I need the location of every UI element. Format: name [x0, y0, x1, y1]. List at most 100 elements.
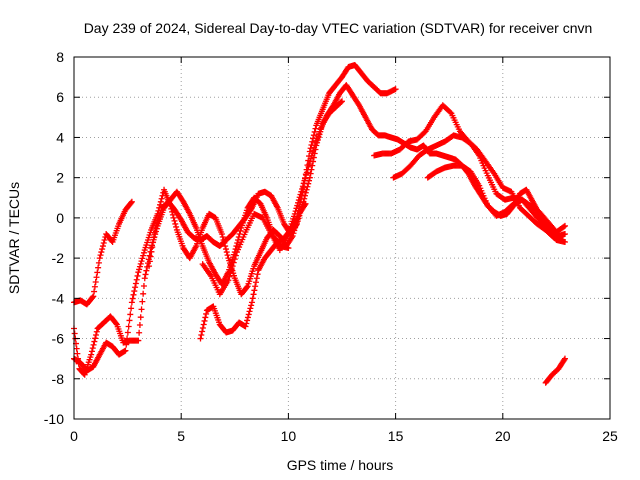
data-point: [94, 269, 101, 276]
data-point: [297, 207, 304, 214]
x-tick-label: 0: [70, 428, 78, 444]
data-point: [150, 239, 157, 246]
data-point: [244, 314, 251, 321]
data-point: [561, 230, 568, 237]
data-point: [96, 255, 103, 262]
data-point: [299, 185, 306, 192]
data-point: [317, 128, 324, 135]
data-point: [127, 311, 134, 318]
y-tick-label: -10: [44, 411, 64, 427]
data-point: [203, 310, 210, 317]
data-point: [302, 192, 309, 199]
data-point: [98, 249, 105, 256]
data-point: [299, 201, 306, 208]
axis-ticks: 0 5 10 15 20 25 -10 -8 -6 -4 -2 0 2 4 6 8: [44, 49, 618, 444]
data-point: [244, 317, 251, 324]
data-point: [294, 218, 301, 225]
data-point: [231, 256, 238, 263]
data-point: [169, 211, 176, 218]
data-point: [242, 323, 249, 330]
data-point: [199, 328, 206, 335]
data-point: [92, 278, 99, 285]
data-point: [318, 123, 325, 130]
data-point: [101, 237, 108, 244]
data-point: [226, 273, 233, 280]
data-point: [296, 194, 303, 201]
data-point: [248, 302, 255, 309]
data-point: [142, 271, 149, 278]
data-point: [297, 209, 304, 216]
data-point: [560, 223, 567, 230]
data-point: [140, 252, 147, 259]
data-point: [122, 347, 129, 354]
data-point: [88, 348, 95, 355]
data-point: [392, 86, 399, 93]
y-tick-label: -4: [52, 290, 65, 306]
data-point: [140, 283, 147, 290]
x-tick-label: 15: [388, 428, 404, 444]
data-point: [316, 131, 323, 138]
data-point: [305, 180, 312, 187]
data-point: [135, 269, 142, 276]
data-point: [149, 244, 156, 251]
data-point: [298, 188, 305, 195]
data-point: [113, 320, 120, 327]
x-tick-label: 20: [495, 428, 511, 444]
y-tick-label: 8: [56, 49, 64, 65]
data-point: [237, 227, 244, 234]
data-point: [295, 215, 302, 222]
y-tick-label: -8: [52, 371, 65, 387]
data-point: [312, 146, 319, 153]
data-point: [92, 332, 99, 339]
data-point: [225, 277, 232, 284]
data-point: [306, 174, 313, 181]
data-point: [297, 191, 304, 198]
data-point: [561, 356, 568, 363]
y-tick-label: -2: [52, 250, 65, 266]
data-point: [232, 252, 239, 259]
data-point: [200, 321, 207, 328]
data-point: [132, 280, 139, 287]
data-point: [197, 335, 204, 342]
data-point: [201, 317, 208, 324]
data-point: [135, 337, 142, 344]
data-point: [295, 197, 302, 204]
data-point: [314, 136, 321, 143]
data-point: [311, 150, 318, 157]
data-point: [307, 155, 314, 162]
data-point: [293, 205, 300, 212]
data-point: [92, 335, 99, 342]
data-point: [136, 329, 143, 336]
data-point: [310, 154, 317, 161]
y-tick-label: 0: [56, 210, 64, 226]
data-point: [315, 134, 322, 141]
data-point: [246, 308, 253, 315]
data-point: [291, 210, 298, 217]
data-point: [124, 335, 131, 342]
data-point: [248, 206, 255, 213]
y-tick-label: 4: [56, 129, 64, 145]
data-point: [137, 314, 144, 321]
data-point: [91, 338, 98, 345]
data-point: [143, 267, 150, 274]
data-point: [247, 305, 254, 312]
data-point: [229, 263, 236, 270]
data-point: [254, 271, 261, 278]
data-point: [224, 252, 231, 259]
data-point: [292, 208, 299, 215]
data-point: [97, 252, 104, 259]
data-point: [228, 266, 235, 273]
data-point: [233, 243, 240, 250]
data-point: [95, 259, 102, 266]
data-point: [198, 332, 205, 339]
data-point: [309, 162, 316, 169]
data-point: [146, 258, 153, 265]
y-tick-label: 2: [56, 170, 64, 186]
data-point: [128, 305, 135, 312]
data-point: [561, 222, 568, 229]
data-point: [318, 125, 325, 132]
data-point: [134, 272, 141, 279]
data-point: [302, 189, 309, 196]
data-point: [131, 288, 138, 295]
